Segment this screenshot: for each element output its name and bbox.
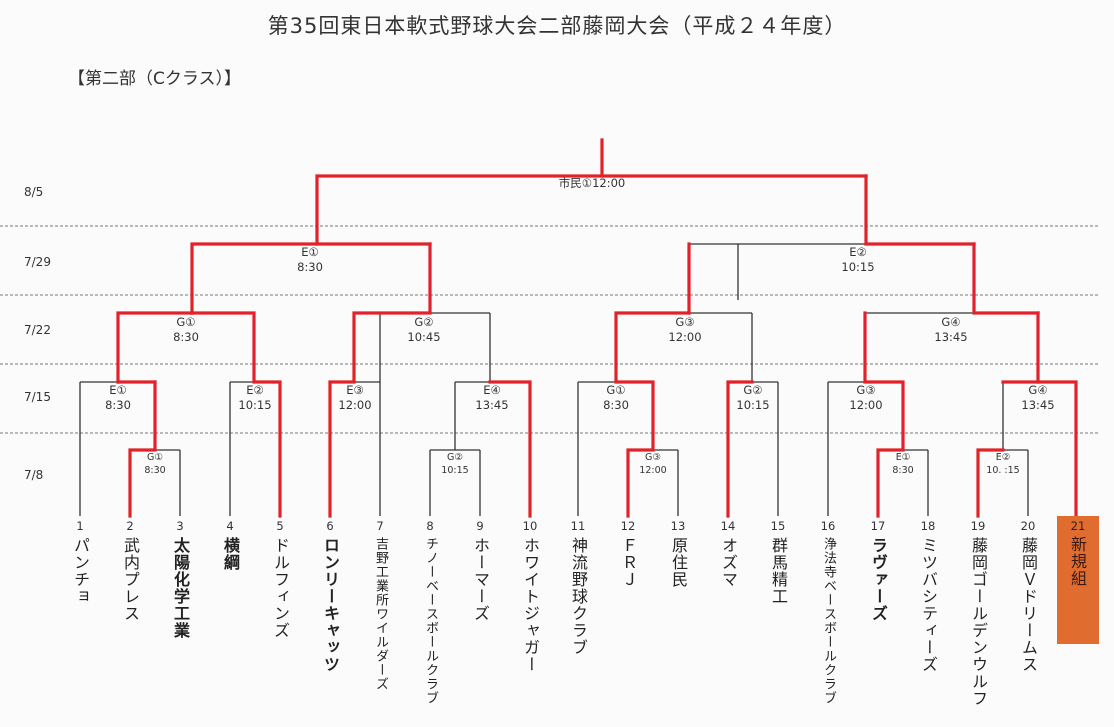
match-time: 10:15 xyxy=(441,465,468,476)
team-name: ＦＲＪ xyxy=(619,537,638,588)
team-name: ロンリーキャッツ xyxy=(321,537,340,673)
match-code: G② xyxy=(414,315,433,329)
team-name: オズマ xyxy=(719,537,738,588)
team-name: ドルフィンズ xyxy=(271,537,290,639)
team-number: 4 xyxy=(226,519,233,533)
team-number: 12 xyxy=(621,519,636,533)
match-time: 8:30 xyxy=(892,465,913,476)
team-number: 19 xyxy=(971,519,986,533)
team-name: チノーベースボールクラブ xyxy=(423,537,438,705)
match-code: G④ xyxy=(1028,383,1047,397)
match-time: 8:30 xyxy=(105,398,131,412)
team-number: 17 xyxy=(871,519,886,533)
match-time: 10:45 xyxy=(407,330,440,344)
team-number: 21 xyxy=(1070,519,1086,533)
match-code: E② xyxy=(996,452,1011,463)
match-code: G① xyxy=(176,315,195,329)
match-code: E② xyxy=(849,245,867,259)
team-name: 浄法寺ベースボールクラブ xyxy=(821,537,836,705)
match-time: 12:00 xyxy=(849,398,882,412)
team-name: 藤岡ゴールデンウルフ xyxy=(969,537,988,707)
team-number: 20 xyxy=(1021,519,1036,533)
match-time: 12:00 xyxy=(668,330,701,344)
team-name: 吉野工業所ワイルダーズ xyxy=(373,537,388,691)
team-number: 7 xyxy=(376,519,383,533)
match-code: G② xyxy=(743,383,762,397)
team-number: 10 xyxy=(523,519,538,533)
team-number: 16 xyxy=(821,519,836,533)
match-code: E① xyxy=(109,383,127,397)
match-code: G② xyxy=(447,452,463,463)
match-time: 13:45 xyxy=(475,398,508,412)
team-number: 9 xyxy=(476,519,483,533)
team-name: ホワイトジャガー xyxy=(521,537,540,673)
round-separators xyxy=(0,225,1100,434)
match-code: E④ xyxy=(483,383,501,397)
match-time: 8:30 xyxy=(297,260,323,274)
team-number: 8 xyxy=(426,519,433,533)
match-time: 13:45 xyxy=(934,330,967,344)
team-name: 太陽化学工業 xyxy=(171,537,190,639)
team-number: 3 xyxy=(176,519,183,533)
match-time: 10:15 xyxy=(238,398,271,412)
winner-paths xyxy=(116,138,1078,518)
team-name: ラヴァーズ xyxy=(869,537,888,622)
match-time: 12:00 xyxy=(338,398,371,412)
match-code: G① xyxy=(147,452,163,463)
team-number: 2 xyxy=(126,519,133,533)
team-number: 5 xyxy=(276,519,283,533)
team-number: 1 xyxy=(76,519,83,533)
team-name: 横綱 xyxy=(221,537,240,571)
match-code: G④ xyxy=(941,315,960,329)
section-label: 【第二部（Cクラス）】 xyxy=(68,69,242,89)
team-name: 武内プレス xyxy=(121,537,140,622)
team-name: 原住民 xyxy=(669,537,688,588)
team-name: 群馬精工 xyxy=(769,537,788,605)
team-number: 14 xyxy=(721,519,736,533)
match-time: 8:30 xyxy=(603,398,629,412)
team-number: 11 xyxy=(571,519,586,533)
team-21-highlight: 21 新規組 xyxy=(1057,516,1099,644)
match-code: G① xyxy=(606,383,625,397)
match-time: 10:15 xyxy=(736,398,769,412)
final-label: 市民①12:00 xyxy=(559,176,625,190)
team-name: ホーマーズ xyxy=(471,537,490,622)
team-name: パンチョ xyxy=(71,537,90,605)
team-number: 15 xyxy=(771,519,786,533)
match-time: 10:15 xyxy=(841,260,874,274)
date-label: 7/15 xyxy=(24,390,51,404)
team-number: 18 xyxy=(921,519,936,533)
match-code: G③ xyxy=(645,452,661,463)
team-name: 神流野球クラブ xyxy=(569,537,588,656)
bracket-lines xyxy=(79,175,1076,516)
team-name: ミツバシティーズ xyxy=(919,537,938,673)
page-title: 第35回東日本軟式野球大会二部藤岡大会（平成２４年度） xyxy=(267,14,847,38)
date-label: 7/22 xyxy=(24,323,51,337)
match-time: 10. :15 xyxy=(986,465,1019,476)
date-label: 7/8 xyxy=(24,468,43,482)
match-time: 12:00 xyxy=(639,465,666,476)
match-time: 13:45 xyxy=(1021,398,1054,412)
team-number: 13 xyxy=(671,519,686,533)
team-numbers: 1 2 3 4 5 6 7 8 9 10 11 12 13 14 15 16 1… xyxy=(76,519,1035,533)
team-name: 新規組 xyxy=(1068,536,1087,587)
match-code: E② xyxy=(246,383,264,397)
date-label: 8/5 xyxy=(24,185,43,199)
match-code: E① xyxy=(301,245,319,259)
match-code: G③ xyxy=(856,383,875,397)
team-number: 6 xyxy=(326,519,333,533)
match-code: E① xyxy=(896,452,911,463)
match-time: 8:30 xyxy=(144,465,165,476)
match-code: E③ xyxy=(346,383,364,397)
date-label: 7/29 xyxy=(24,255,51,269)
match-code: G③ xyxy=(675,315,694,329)
match-time: 8:30 xyxy=(173,330,199,344)
team-name: 藤岡Ｖドリームス xyxy=(1019,537,1038,673)
